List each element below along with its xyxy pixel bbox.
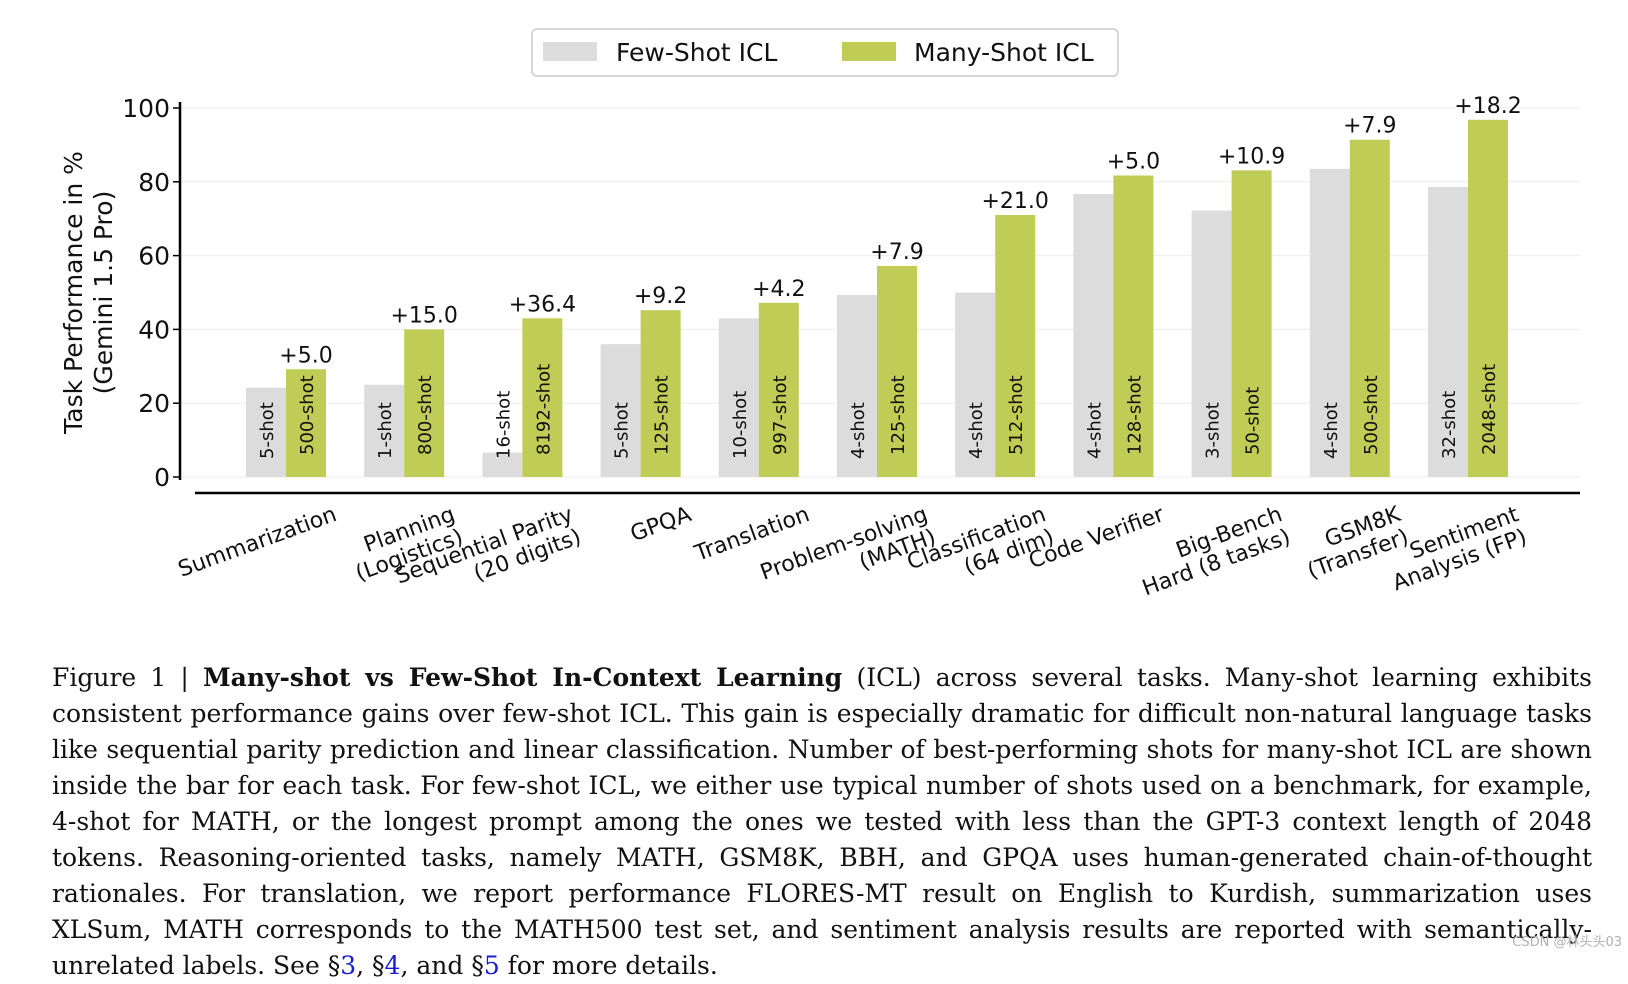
- legend-box: [531, 28, 1119, 77]
- many-shot-bar: [404, 329, 445, 477]
- y-axis-title-line-1: Task Performance in %: [59, 151, 88, 435]
- section-ref-5-link[interactable]: 5: [483, 951, 500, 980]
- many-shot-bar: [640, 310, 681, 477]
- few-shot-bar: [1073, 193, 1114, 478]
- caption-separator: , and: [400, 951, 472, 980]
- section-ref-3-link[interactable]: 3: [340, 951, 357, 980]
- many-shot-count-label: 50-shot: [1243, 387, 1264, 455]
- few-shot-count-label: 5-shot: [612, 402, 633, 459]
- many-shot-count-label: 125-shot: [888, 375, 909, 455]
- few-shot-bar: [955, 292, 996, 477]
- caption-suffix: for more details.: [499, 951, 718, 980]
- many-shot-bar: [758, 302, 799, 477]
- many-shot-count-label: 500-shot: [297, 375, 318, 455]
- category-label: GPQA: [627, 502, 694, 547]
- few-shot-count-label: 4-shot: [848, 402, 869, 459]
- few-shot-bar: [1428, 186, 1468, 477]
- legend-swatch-many-shot: [842, 42, 896, 61]
- few-shot-count-label: 32-shot: [1439, 391, 1460, 459]
- legend-label-few-shot: Few-Shot ICL: [616, 38, 777, 67]
- bars-group: 5-shot 500-shot +5.0 1-shot 800-shot +15.0 16-…: [246, 94, 1522, 478]
- gain-label: +10.9: [1218, 144, 1285, 169]
- few-shot-bar: [482, 452, 523, 477]
- few-shot-bar: [1191, 210, 1232, 477]
- y-axis-label: Task Performance in % (Gemini 1.5 Pro): [59, 151, 118, 435]
- gain-label: +5.0: [1107, 150, 1160, 175]
- few-shot-count-label: 4-shot: [966, 402, 987, 459]
- caption-body: (ICL) across several tasks. Many-shot le…: [52, 663, 1592, 980]
- few-shot-bar: [718, 318, 759, 477]
- section-symbol: §: [471, 951, 484, 980]
- category-label-line: GPQA: [627, 502, 694, 547]
- axes: 0 20 40 60 80 100: [122, 94, 1580, 495]
- watermark: CSDN @林头头03: [1512, 935, 1622, 950]
- few-shot-bar: [600, 344, 641, 477]
- many-shot-bar: [522, 318, 563, 477]
- y-tick-label: 0: [154, 463, 170, 492]
- gain-label: +7.9: [1343, 114, 1396, 139]
- many-shot-count-label: 512-shot: [1006, 375, 1027, 455]
- y-tick-label: 80: [138, 168, 170, 197]
- caption-prefix: Figure 1 |: [52, 663, 203, 692]
- many-shot-bar: [995, 215, 1036, 477]
- many-shot-count-label: 2048-shot: [1479, 364, 1500, 455]
- y-axis-title-line-2: (Gemini 1.5 Pro): [89, 191, 118, 395]
- few-shot-bar: [364, 384, 405, 477]
- many-shot-bar: [1468, 119, 1508, 478]
- section-symbol: §: [372, 951, 385, 980]
- many-shot-count-label: 8192-shot: [533, 364, 554, 455]
- many-shot-bar: [1349, 139, 1390, 477]
- few-shot-bar: [837, 295, 877, 477]
- many-shot-bar: [1113, 175, 1154, 478]
- gain-label: +4.2: [752, 277, 805, 302]
- few-shot-bar: [246, 387, 286, 477]
- gain-label: +15.0: [390, 303, 457, 328]
- legend-swatch-few-shot: [543, 42, 597, 61]
- category-label: Summarization: [175, 502, 340, 582]
- few-shot-count-label: 1-shot: [375, 402, 396, 459]
- gain-label: +9.2: [634, 284, 687, 309]
- few-shot-bar: [1309, 168, 1350, 477]
- x-tick-labels: Summarization Planning(Logistics)Sequenti…: [175, 502, 1530, 602]
- many-shot-count-label: 997-shot: [770, 375, 791, 455]
- caption-title: Many-shot vs Few-Shot In-Context Learnin…: [202, 663, 843, 692]
- few-shot-count-label: 10-shot: [730, 391, 751, 459]
- legend: Few-Shot ICL Many-Shot ICL: [531, 28, 1119, 77]
- section-symbol: §: [327, 951, 341, 980]
- gain-label: +18.2: [1454, 94, 1521, 119]
- gain-label: +36.4: [509, 292, 576, 317]
- y-tick-label: 40: [138, 315, 170, 344]
- few-shot-count-label: 4-shot: [1321, 402, 1342, 459]
- many-shot-count-label: 128-shot: [1124, 375, 1145, 455]
- section-ref-4-link[interactable]: 4: [384, 951, 401, 980]
- category-label-line: Summarization: [175, 502, 340, 582]
- figure-caption: Figure 1 | Many-shot vs Few-Shot In-Cont…: [52, 660, 1592, 984]
- gain-label: +7.9: [870, 240, 923, 265]
- many-shot-count-label: 500-shot: [1361, 375, 1382, 455]
- few-shot-count-label: 4-shot: [1084, 402, 1105, 459]
- y-tick-label: 60: [138, 242, 170, 271]
- legend-label-many-shot: Many-Shot ICL: [914, 38, 1094, 67]
- gain-label: +5.0: [279, 343, 332, 368]
- y-tick-label: 100: [122, 94, 170, 123]
- chart-area: 5-shot 500-shot +5.0 1-shot 800-shot +15.0 16-…: [59, 28, 1580, 602]
- many-shot-bar: [286, 369, 326, 477]
- many-shot-bar: [1231, 170, 1272, 477]
- many-shot-bar: [877, 265, 917, 477]
- few-shot-count-label: 3-shot: [1203, 402, 1224, 459]
- bar-chart: 5-shot 500-shot +5.0 1-shot 800-shot +15.0 16-…: [59, 28, 1580, 602]
- few-shot-count-label: 16-shot: [493, 391, 514, 459]
- many-shot-count-label: 125-shot: [652, 375, 673, 455]
- many-shot-count-label: 800-shot: [415, 375, 436, 455]
- caption-separator: ,: [356, 951, 373, 980]
- few-shot-count-label: 5-shot: [257, 402, 278, 459]
- y-tick-label: 20: [138, 389, 170, 418]
- gain-label: +21.0: [981, 189, 1048, 214]
